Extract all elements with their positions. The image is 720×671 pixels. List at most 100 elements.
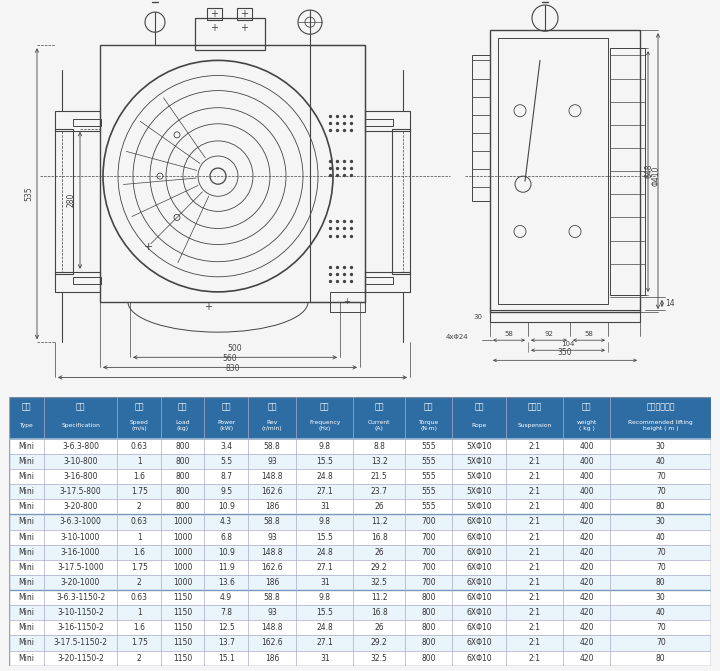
Text: 规格: 规格 [76,402,86,411]
Text: 420: 420 [580,533,594,541]
Text: 3.4: 3.4 [220,442,233,451]
Text: 推荐提升高度: 推荐提升高度 [647,402,675,411]
Text: 186: 186 [265,578,279,587]
Text: 40: 40 [656,457,665,466]
Text: Torque
(N·m): Torque (N·m) [418,420,438,431]
Text: 1150: 1150 [173,654,192,662]
Text: 14: 14 [665,299,675,309]
Text: 500: 500 [228,344,243,354]
Text: Mini: Mini [18,517,35,527]
Text: 6.8: 6.8 [220,533,232,541]
Text: 3-17.5-1150-2: 3-17.5-1150-2 [53,638,107,648]
Text: +: + [240,9,248,19]
Text: 700: 700 [421,517,436,527]
Text: 16.8: 16.8 [371,533,387,541]
Text: +: + [343,297,351,307]
Bar [9,545,711,560]
Text: 535: 535 [24,187,33,201]
Text: 6XΦ10: 6XΦ10 [467,533,492,541]
Text: 700: 700 [421,548,436,557]
Text: 420: 420 [580,608,594,617]
Text: 800: 800 [176,472,190,481]
Bar [9,635,711,650]
Text: 648: 648 [645,164,654,178]
Text: 800: 800 [421,593,436,602]
Text: 148.8: 148.8 [261,548,283,557]
Text: 9.8: 9.8 [319,517,331,527]
Text: 800: 800 [176,457,190,466]
Text: 11.2: 11.2 [371,593,387,602]
Text: +: + [240,23,248,33]
Text: +: + [210,9,218,19]
Text: 2:1: 2:1 [529,442,541,451]
Bar [490,310,640,322]
Text: 555: 555 [421,442,436,451]
Text: 31: 31 [320,503,330,511]
Text: 186: 186 [265,503,279,511]
Text: 186: 186 [265,654,279,662]
Text: 800: 800 [421,638,436,648]
Text: 70: 70 [656,472,665,481]
Text: 8.8: 8.8 [373,442,385,451]
Text: 30: 30 [473,314,482,320]
Text: Current
(A): Current (A) [368,420,390,431]
Text: 80: 80 [656,654,665,662]
Text: 5XΦ10: 5XΦ10 [467,487,492,497]
Text: 830: 830 [225,364,240,373]
Bar [9,605,711,620]
Text: 23.7: 23.7 [371,487,387,497]
Text: 4.3: 4.3 [220,517,233,527]
Text: 1: 1 [137,533,142,541]
Text: 21.5: 21.5 [371,472,387,481]
Text: 2:1: 2:1 [529,578,541,587]
Text: 6XΦ10: 6XΦ10 [467,593,492,602]
Text: 3-17.5-1000: 3-17.5-1000 [58,563,104,572]
Bar [9,454,711,469]
Text: 70: 70 [656,548,665,557]
Text: 420: 420 [580,593,594,602]
Text: 9.5: 9.5 [220,487,233,497]
Text: 700: 700 [421,533,436,541]
Text: Mini: Mini [18,608,35,617]
Text: 70: 70 [656,487,665,497]
Text: 800: 800 [176,503,190,511]
Text: 1150: 1150 [173,593,192,602]
Bar [498,38,608,304]
Text: 6XΦ10: 6XΦ10 [467,654,492,662]
Bar [9,499,711,515]
Text: 148.8: 148.8 [261,472,283,481]
Text: weight
( kg ): weight ( kg ) [577,420,597,431]
Text: 3-20-800: 3-20-800 [63,503,98,511]
Text: 2: 2 [137,578,142,587]
Text: 6XΦ10: 6XΦ10 [467,608,492,617]
Bar [237,8,252,20]
Text: 3-17.5-800: 3-17.5-800 [60,487,102,497]
Text: +: + [204,302,212,312]
Text: 31: 31 [320,654,330,662]
Text: 2:1: 2:1 [529,503,541,511]
Text: 2:1: 2:1 [529,638,541,648]
Text: 70: 70 [656,638,665,648]
Text: 560: 560 [222,354,238,364]
Text: 162.6: 162.6 [261,638,283,648]
Text: 梯速: 梯速 [135,402,144,411]
Text: 24.8: 24.8 [317,472,333,481]
Text: 1150: 1150 [173,623,192,632]
Bar [100,46,365,302]
Text: Suspension: Suspension [518,423,552,428]
Text: 12.5: 12.5 [217,623,235,632]
Bar [310,46,365,302]
Text: 13.2: 13.2 [371,457,387,466]
Text: Mini: Mini [18,593,35,602]
Text: 400: 400 [580,503,594,511]
Text: 93: 93 [267,608,277,617]
Text: 26: 26 [374,548,384,557]
Bar [9,515,711,529]
Text: 转矩: 转矩 [424,402,433,411]
Text: 5XΦ10: 5XΦ10 [467,503,492,511]
Text: 频率: 频率 [320,402,330,411]
Text: +: + [210,23,218,33]
Text: 2:1: 2:1 [529,487,541,497]
Text: 162.6: 162.6 [261,487,283,497]
Text: 70: 70 [656,623,665,632]
